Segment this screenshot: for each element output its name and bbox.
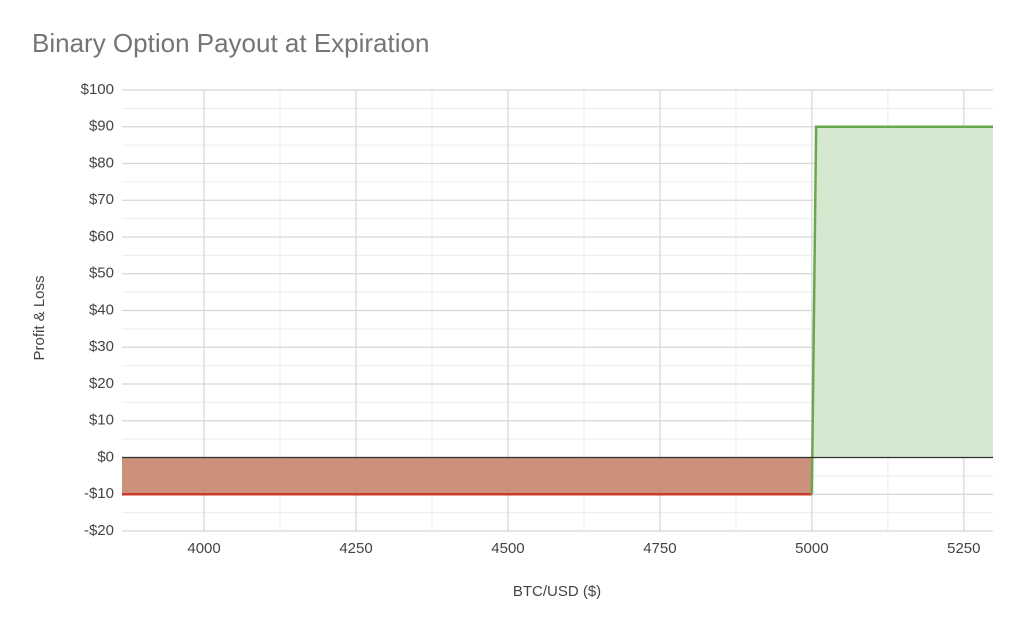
- y-axis-label: Profit & Loss: [31, 275, 48, 360]
- chart-title: Binary Option Payout at Expiration: [32, 28, 429, 58]
- y-tick-label: $10: [89, 412, 114, 429]
- y-tick-label: $30: [89, 338, 114, 355]
- x-tick-label: 5250: [947, 540, 980, 557]
- y-tick-label: $0: [97, 448, 114, 465]
- x-tick-label: 4500: [491, 540, 524, 557]
- x-axis-label: BTC/USD ($): [513, 583, 601, 600]
- x-tick-label: 5000: [795, 540, 828, 557]
- y-tick-label: $80: [89, 154, 114, 171]
- y-tick-label: $70: [89, 191, 114, 208]
- y-tick-label: $60: [89, 228, 114, 245]
- y-tick-label: $40: [89, 301, 114, 318]
- area: [811, 126, 993, 495]
- x-tick-label: 4750: [643, 540, 676, 557]
- y-tick-label: $20: [89, 375, 114, 392]
- y-tick-label: $100: [81, 81, 114, 98]
- line: [810, 125, 993, 495]
- y-tick-label: $50: [89, 265, 114, 282]
- y-tick-label: -$10: [84, 485, 114, 502]
- y-tick-label: $90: [89, 118, 114, 135]
- area: [122, 457, 812, 495]
- y-tick-label: -$20: [84, 522, 114, 539]
- x-tick-label: 4000: [187, 540, 220, 557]
- x-tick-label: 4250: [339, 540, 372, 557]
